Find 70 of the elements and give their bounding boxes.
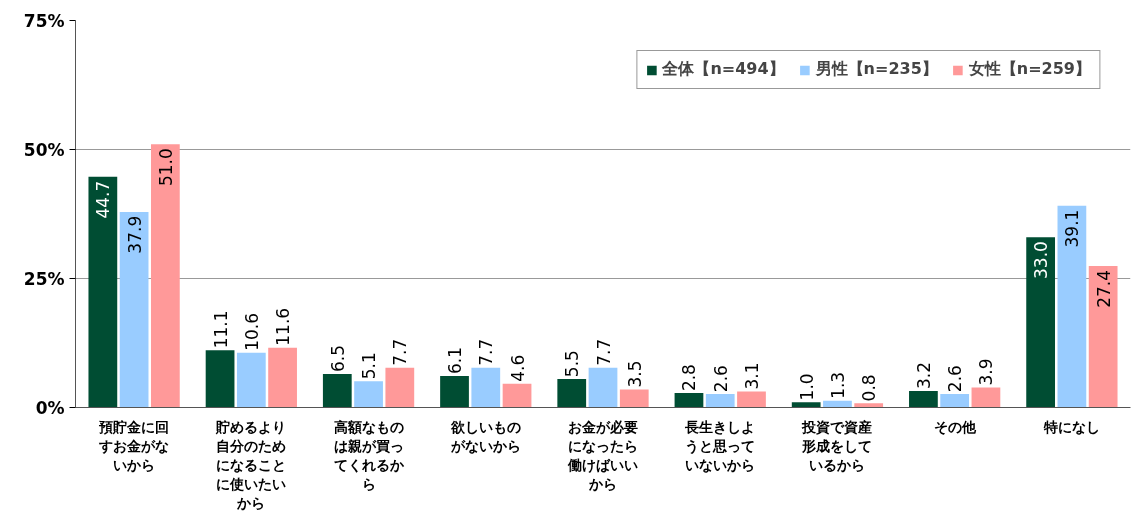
bar [940,394,970,408]
data-label: 1.3 [827,371,848,399]
bar [88,176,118,408]
x-tick-label: 高額なものは親が買ってくれるから [333,418,405,493]
bar [588,367,618,408]
bar [471,367,501,408]
data-label: 5.5 [562,350,583,378]
y-tick-label: 25% [23,268,65,289]
data-label: 37.9 [124,215,145,254]
data-label: 6.5 [327,344,348,373]
data-label: 7.7 [476,338,497,366]
bar [205,350,235,408]
y-tick-label: 0% [35,397,65,418]
x-tick-label: 貯めるより自分のためになることに使いたいから [215,418,287,512]
legend-label: 男性【n=235】 [815,59,938,80]
bar [1026,237,1056,408]
data-label: 3.1 [741,362,762,390]
data-label: 51.0 [155,148,176,187]
data-label: 10.6 [241,313,262,351]
data-label: 39.1 [1062,209,1083,248]
x-tick-label: 長生きしようと思っていないから [684,418,756,473]
bar [737,391,766,408]
bar [971,387,1001,408]
bar [322,373,352,408]
x-tick-label: その他 [933,418,977,435]
bar [619,389,649,408]
bar [440,376,469,408]
x-tick-label: 特になし [1042,418,1100,435]
bar [1088,266,1118,408]
bar [674,393,704,408]
bar [119,211,149,408]
bar [1057,205,1087,408]
data-label: 7.7 [593,338,614,366]
legend-label: 全体【n=494】 [662,59,785,80]
data-label: 0.8 [859,374,880,402]
data-label: 2.6 [945,365,966,393]
bar [854,403,884,408]
bar [791,402,821,408]
bar [150,144,180,408]
bar [502,383,532,408]
bar [557,379,587,408]
data-label: 7.7 [390,338,411,366]
data-label: 44.7 [93,180,114,219]
data-label: 11.6 [273,307,294,346]
data-label: 5.1 [359,352,380,380]
bar [705,394,735,408]
data-label: 1.0 [796,373,817,401]
bar [823,400,852,408]
data-label: 6.1 [445,347,466,375]
y-tick-label: 50% [23,139,65,160]
bar [268,347,297,408]
bar [236,352,266,408]
data-label: 3.5 [624,360,645,388]
data-label: 27.4 [1093,269,1114,308]
data-label: 2.8 [679,364,700,392]
x-tick-label: 投資で資産形成をしているから [801,418,873,473]
x-tick-label: お金が必要になったら働けばいいから [567,418,638,493]
data-label: 3.9 [976,358,997,386]
data-label: 11.1 [210,310,231,349]
data-label: 2.6 [710,365,731,393]
bar [909,390,938,408]
data-label: 4.6 [507,354,528,382]
x-tick-label: 欲しいものがないから [449,418,521,454]
y-tick-label: 75% [23,10,65,31]
data-label: 3.2 [913,362,934,390]
data-label: 33.0 [1031,241,1052,279]
bar [354,381,383,408]
bar [385,367,415,408]
x-tick-label: 預貯金に回すお金がないから [98,418,170,473]
legend-label: 女性【n=259】 [968,59,1091,80]
